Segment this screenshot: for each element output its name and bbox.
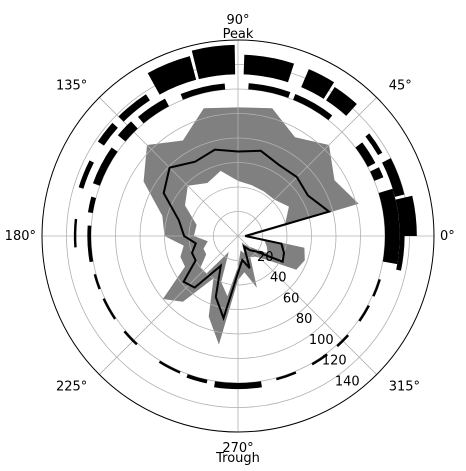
inner-ring-bar [372, 278, 381, 297]
inner-ring-bar [276, 371, 297, 381]
radial-tick-label-40: 40 [270, 271, 287, 286]
radial-tick-label-20: 20 [257, 250, 274, 265]
outer-frame [41, 39, 435, 433]
polar-grid [42, 40, 434, 432]
inner-ring-bar [248, 83, 291, 98]
trough-label: Trough [215, 451, 260, 466]
outer-ring-bar [118, 94, 150, 122]
inner-ring-bar [186, 374, 208, 384]
inner-ring-bar [123, 330, 138, 346]
angle-tick-label-135: 135° [56, 78, 87, 93]
inner-ring-bar [378, 188, 400, 236]
inner-ring-bar [382, 236, 400, 265]
angle-tick-label-45: 45° [389, 78, 412, 93]
mean-line [162, 148, 332, 322]
band-area [143, 107, 359, 345]
inner-ring-bar [87, 196, 97, 214]
angle-tick-label-0: 0° [440, 229, 455, 244]
inner-ring-bar [370, 167, 384, 181]
inner-ring-bar [214, 381, 262, 390]
inner-ring-bar [93, 274, 101, 290]
inner-ring-bar [355, 142, 376, 167]
inner-ring-bar [180, 83, 226, 100]
radial-tick-label-140: 140 [335, 374, 360, 389]
mean-line-group [162, 148, 332, 322]
angle-tick-label-315: 315° [389, 380, 420, 395]
inner-ring-bar [336, 334, 350, 348]
inner-ring-bar [311, 353, 328, 366]
angle-tick-label-225: 225° [56, 380, 87, 395]
outer-ring-bar [73, 218, 78, 248]
angular-gridline-315 [237, 235, 377, 375]
outer-ring-bar [243, 54, 295, 83]
inner-ring-bar [87, 225, 94, 263]
outer-ring-bar [78, 160, 94, 189]
polar-frame [41, 39, 435, 433]
inner-ring-bar [158, 360, 181, 374]
radial-tick-label-80: 80 [296, 312, 313, 327]
outer-ring-bar [365, 133, 383, 156]
angle-tick-label-180: 180° [5, 229, 36, 244]
confidence-band [143, 107, 359, 345]
outer-ring-bar [191, 44, 236, 80]
inner-ring-bar [293, 94, 333, 121]
angular-gridline-45 [237, 97, 377, 237]
inner-ring-bar [102, 298, 117, 320]
radial-tick-label-60: 60 [283, 291, 300, 306]
outer-ring-bar [147, 56, 197, 95]
radial-tick-label-100: 100 [309, 333, 334, 348]
inner-ring-bar [92, 147, 118, 186]
outer-ring-bar [396, 236, 405, 271]
angular-gridline-225 [99, 235, 239, 375]
inner-ring-bar [117, 121, 138, 142]
outer-ring-bar [326, 87, 357, 116]
tick-labels: 0° 45° 90° 135° 180° 225° 270° 315° Peak Trough 20… [5, 13, 455, 466]
outer-ring-bar [395, 195, 417, 236]
peak-label: Peak [223, 27, 254, 42]
radial-tick-label-120: 120 [322, 354, 347, 369]
outer-ring-bar [97, 122, 118, 146]
angle-tick-label-270: 270° [222, 441, 253, 456]
ring-bars [73, 44, 417, 390]
outer-ring-bar [382, 158, 405, 197]
inner-ring-bar [137, 98, 169, 124]
inner-ring-bar [358, 305, 370, 322]
outer-ring-bar [301, 69, 335, 99]
angle-tick-label-90: 90° [226, 13, 249, 28]
